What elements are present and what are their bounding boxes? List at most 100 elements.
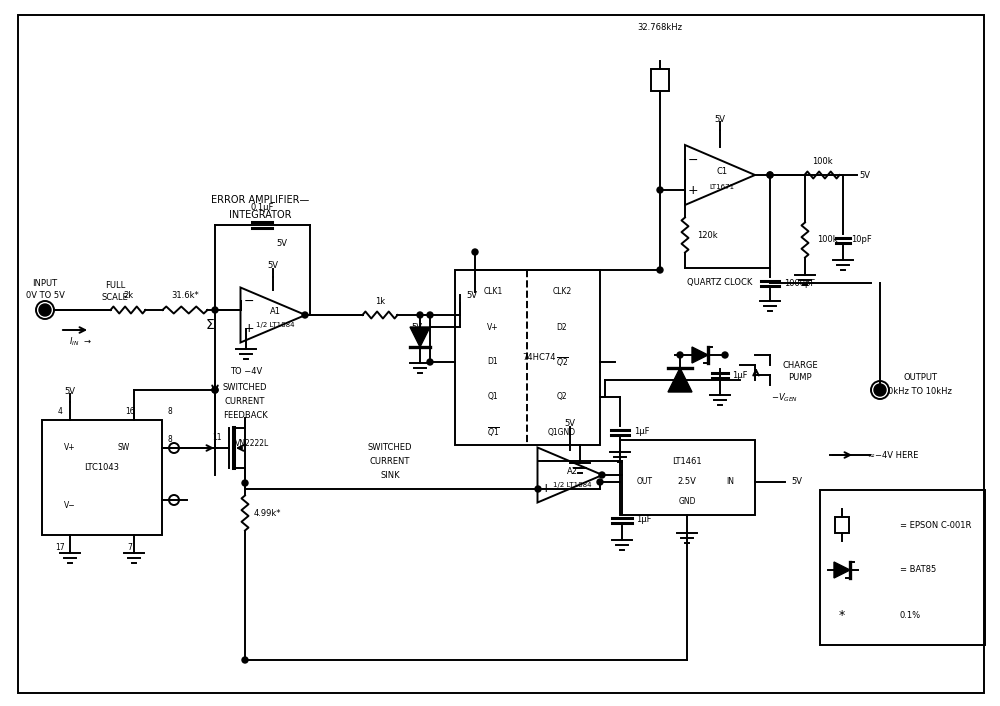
Text: OUTPUT: OUTPUT [903, 373, 937, 383]
Text: 1µF: 1µF [636, 515, 652, 525]
Text: *: * [839, 609, 845, 621]
Polygon shape [668, 368, 692, 392]
Text: 5V: 5V [268, 261, 278, 270]
Text: V+: V+ [64, 443, 76, 453]
Text: GND: GND [678, 498, 696, 506]
Text: LT1461: LT1461 [672, 457, 702, 467]
Text: TO −4V: TO −4V [230, 366, 262, 376]
Text: SWITCHED: SWITCHED [223, 383, 267, 393]
Text: +: + [541, 482, 551, 496]
Text: 1/2 LT1884: 1/2 LT1884 [256, 322, 294, 328]
Text: 5V: 5V [860, 171, 870, 179]
Text: $\overline{Q2}$: $\overline{Q2}$ [556, 355, 568, 369]
Circle shape [535, 486, 541, 492]
Text: Q1GND: Q1GND [548, 428, 576, 436]
Text: PUMP: PUMP [788, 373, 812, 383]
Text: D2: D2 [557, 323, 567, 332]
Text: 1µF: 1µF [732, 371, 748, 380]
Text: 5V: 5V [412, 323, 422, 332]
Text: QUARTZ CLOCK: QUARTZ CLOCK [687, 278, 753, 287]
Bar [620, 440, 755, 515]
Text: ≈−4V HERE: ≈−4V HERE [868, 450, 918, 460]
Text: = BAT85: = BAT85 [900, 566, 936, 575]
Text: IN: IN [726, 477, 734, 486]
Polygon shape [834, 562, 850, 578]
Bar [835, 517, 849, 533]
Text: ERROR AMPLIFIER—: ERROR AMPLIFIER— [211, 195, 309, 205]
Text: 100k: 100k [812, 157, 832, 165]
Text: INTEGRATOR: INTEGRATOR [229, 210, 291, 220]
Text: SCALE: SCALE [102, 294, 128, 302]
Text: 10pF: 10pF [851, 236, 871, 244]
Text: SW: SW [118, 443, 130, 453]
Text: LT1671: LT1671 [709, 184, 735, 190]
Text: Σ: Σ [206, 318, 214, 332]
Text: 5V: 5V [64, 386, 76, 395]
Text: SWITCHED: SWITCHED [368, 443, 412, 453]
Text: +: + [688, 184, 698, 196]
Text: A1: A1 [270, 308, 280, 316]
Text: CURRENT: CURRENT [370, 457, 410, 467]
Text: FEEDBACK: FEEDBACK [223, 412, 267, 421]
Text: 5V: 5V [792, 477, 802, 486]
Text: +: + [244, 323, 254, 335]
Circle shape [302, 312, 308, 318]
Text: D1: D1 [488, 357, 498, 366]
Circle shape [657, 187, 663, 193]
Circle shape [212, 387, 218, 393]
Circle shape [767, 172, 773, 178]
Polygon shape [692, 347, 708, 363]
Text: 1µF: 1µF [634, 428, 650, 436]
Circle shape [242, 480, 248, 486]
Circle shape [417, 312, 423, 318]
Circle shape [597, 479, 603, 485]
Text: V+: V+ [487, 323, 499, 332]
Text: CLK2: CLK2 [552, 287, 572, 297]
Text: 32.768kHz: 32.768kHz [638, 23, 682, 32]
Circle shape [427, 312, 433, 318]
Circle shape [874, 384, 886, 396]
Text: 1000pF: 1000pF [784, 278, 816, 287]
Bar [820, 490, 985, 645]
Text: −: − [688, 153, 698, 167]
Text: 2k: 2k [123, 290, 133, 299]
Text: 5V: 5V [564, 419, 576, 429]
Text: 2.5V: 2.5V [678, 477, 696, 486]
Text: 8: 8 [168, 407, 172, 417]
Text: −: − [244, 294, 254, 308]
Text: INPUT: INPUT [32, 278, 58, 287]
Text: C1: C1 [716, 167, 728, 176]
Text: 0.1%: 0.1% [900, 611, 921, 619]
Text: SINK: SINK [380, 472, 400, 481]
Text: 5V: 5V [714, 114, 726, 124]
Text: 5V: 5V [466, 290, 478, 299]
Text: 5V: 5V [276, 239, 288, 248]
Text: $I_{IN}$  →: $I_{IN}$ → [69, 336, 91, 348]
Text: 100k: 100k [817, 236, 837, 244]
Text: 11: 11 [212, 433, 222, 443]
Text: 4: 4 [58, 407, 62, 417]
Text: 1k: 1k [375, 297, 385, 306]
Circle shape [472, 249, 478, 255]
Circle shape [212, 307, 218, 313]
Circle shape [242, 657, 248, 663]
Text: 0kHz TO 10kHz: 0kHz TO 10kHz [888, 388, 952, 397]
Text: 17: 17 [55, 542, 65, 551]
Text: Q2: Q2 [557, 393, 567, 402]
Bar [42, 420, 162, 535]
Text: 7: 7 [128, 542, 132, 551]
Text: FULL: FULL [105, 282, 125, 290]
Polygon shape [410, 327, 430, 347]
Text: CURRENT: CURRENT [225, 397, 265, 407]
Text: 0V TO 5V: 0V TO 5V [26, 292, 64, 301]
Text: $\overline{Q1}$: $\overline{Q1}$ [487, 426, 499, 438]
Circle shape [767, 172, 773, 178]
Circle shape [657, 267, 663, 273]
Text: CLK1: CLK1 [483, 287, 503, 297]
Text: LTC1043: LTC1043 [84, 462, 120, 472]
Text: 120k: 120k [697, 230, 717, 239]
Circle shape [39, 304, 51, 316]
Text: $-V_{GEN}$: $-V_{GEN}$ [771, 392, 799, 405]
Circle shape [677, 352, 683, 358]
Text: 74HC74: 74HC74 [522, 352, 556, 361]
